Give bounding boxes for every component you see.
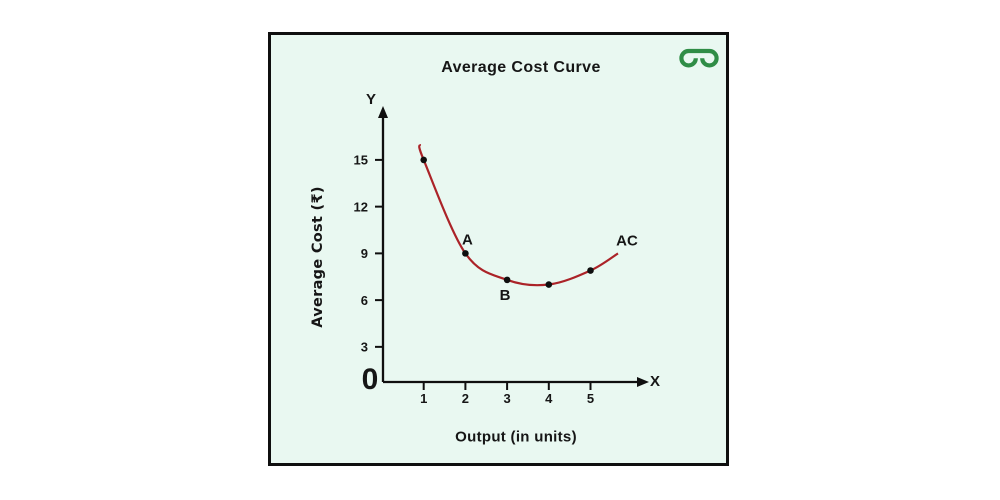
y-tick-label: 6 xyxy=(361,293,368,308)
origin-label: 0 xyxy=(361,363,379,396)
y-tick-label: 15 xyxy=(354,153,368,168)
y-tick-label: 3 xyxy=(361,340,368,355)
x-tick-label: 2 xyxy=(462,391,469,406)
x-tick-label: 5 xyxy=(587,391,594,406)
x-axis-title: Output (in units) xyxy=(455,428,577,446)
x-tick-label: 4 xyxy=(545,391,553,406)
x-tick-label: 3 xyxy=(503,391,510,406)
x-axis-arrowhead xyxy=(637,377,649,387)
data-point-dot xyxy=(420,156,427,164)
data-point-dot xyxy=(462,250,469,257)
x-tick-label: 1 xyxy=(420,391,427,406)
y-axis-end-label: Y xyxy=(366,91,376,108)
y-tick-label: 9 xyxy=(361,246,368,261)
geeksforgeeks-logo-icon xyxy=(675,42,723,72)
data-point-dot xyxy=(587,267,594,274)
point-label-ac: AC xyxy=(616,232,638,249)
data-point-dot xyxy=(545,281,553,288)
chart-title: Average Cost Curve xyxy=(441,59,601,76)
y-axis-arrowhead xyxy=(378,106,388,118)
x-axis-end-label: X xyxy=(650,373,660,390)
data-point-dot xyxy=(503,276,511,284)
point-label-a: A xyxy=(462,231,473,248)
average-cost-curve xyxy=(418,143,619,287)
chart-frame: Average Cost Curve Average Cost (₹) Outp… xyxy=(268,32,729,466)
y-tick-label: 12 xyxy=(354,199,368,214)
point-label-b: B xyxy=(500,287,511,304)
